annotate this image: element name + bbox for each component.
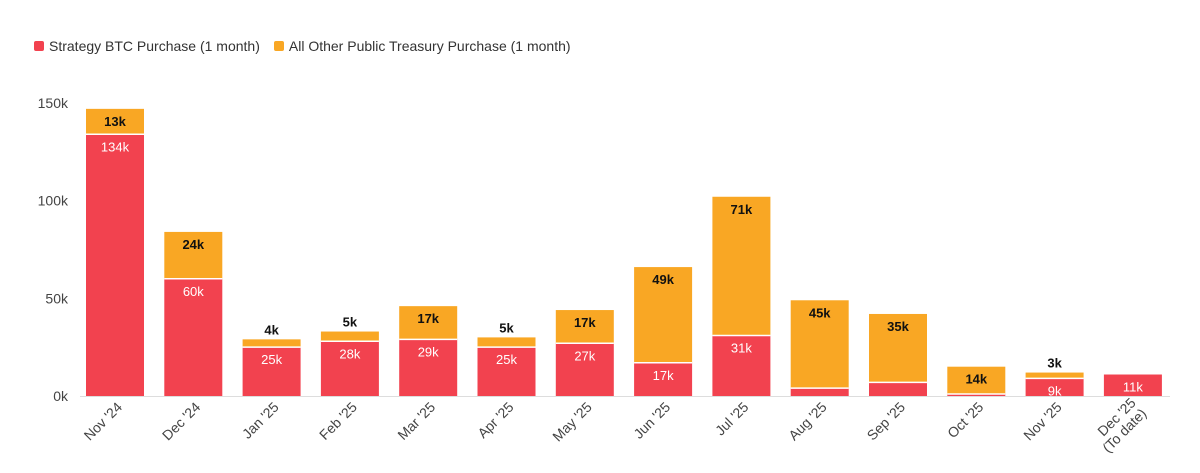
x-tick-label: Jul '25 xyxy=(712,399,752,439)
x-tick-label-line: Nov '24 xyxy=(81,399,126,444)
x-tick-label: Dec '25(To date) xyxy=(1088,394,1149,455)
bar-other-treasury xyxy=(634,267,693,363)
x-tick-label: Jun '25 xyxy=(630,399,673,442)
x-tick-label-line: Jun '25 xyxy=(630,399,673,442)
bar-strategy xyxy=(790,388,849,396)
bar-strategy xyxy=(869,382,927,396)
bar-label-strategy: 27k xyxy=(574,348,595,363)
bar-label-strategy: 11k xyxy=(1123,380,1143,395)
y-tick-label: 50k xyxy=(45,290,69,306)
bar-other-treasury xyxy=(869,313,927,383)
bar-label-other-treasury: 14k xyxy=(965,372,987,387)
bar-strategy xyxy=(712,335,771,396)
bar-label-other-treasury: 71k xyxy=(731,202,753,217)
x-tick-label: Aug '25 xyxy=(785,399,830,444)
legend-item-other-treasury: All Other Public Treasury Purchase (1 mo… xyxy=(273,38,571,54)
bar-label-strategy: 25k xyxy=(496,352,517,367)
bar-other-treasury xyxy=(477,337,536,348)
legend: Strategy BTC Purchase (1 month) All Othe… xyxy=(34,38,571,54)
bar-strategy xyxy=(555,343,614,396)
bar-label-other-treasury: 24k xyxy=(182,237,204,252)
bar-other-treasury xyxy=(164,231,223,279)
bar-label-other-treasury: 3k xyxy=(1047,356,1062,371)
bar-label-other-treasury: 45k xyxy=(809,305,831,320)
x-tick-label-line: Jul '25 xyxy=(712,399,752,439)
legend-label-strategy: Strategy BTC Purchase (1 month) xyxy=(49,38,260,54)
x-tick-label: Feb '25 xyxy=(316,399,360,443)
x-tick-label: Nov '25 xyxy=(1020,399,1065,444)
bar-label-strategy: 29k xyxy=(418,344,439,359)
legend-label-other-treasury: All Other Public Treasury Purchase (1 mo… xyxy=(288,38,571,54)
y-tick-label: 150k xyxy=(38,95,69,111)
bar-other-treasury xyxy=(790,300,849,389)
x-tick-label-line: Jan '25 xyxy=(239,399,282,442)
bar-label-other-treasury: 17k xyxy=(417,311,439,326)
legend-swatch-other-treasury xyxy=(273,41,284,51)
bar-strategy xyxy=(477,347,536,396)
bar-strategy xyxy=(1103,374,1162,396)
bar-strategy xyxy=(242,347,301,396)
bar-other-treasury xyxy=(555,310,614,344)
bar-other-treasury xyxy=(1025,372,1084,379)
bar-label-strategy: 17k xyxy=(653,368,674,383)
bar-other-treasury xyxy=(242,339,301,348)
bar-other-treasury xyxy=(320,331,379,342)
bar-label-strategy: 31k xyxy=(731,340,752,355)
bar-strategy xyxy=(1025,378,1084,396)
x-tick-label: Mar '25 xyxy=(394,399,438,443)
bar-label-other-treasury: 35k xyxy=(887,319,909,334)
bar-label-strategy: 9k xyxy=(1048,383,1062,398)
x-tick-label: Sep '25 xyxy=(864,399,909,444)
bar-strategy xyxy=(86,134,144,396)
bar-label-other-treasury: 4k xyxy=(264,322,279,337)
y-tick-label: 0k xyxy=(53,388,69,404)
x-tick-label: May '25 xyxy=(549,399,595,445)
bar-other-treasury xyxy=(399,306,458,340)
bar-label-strategy: 25k xyxy=(261,352,282,367)
x-tick-label: Jan '25 xyxy=(239,399,282,442)
x-tick-label: Dec '24 xyxy=(159,399,204,444)
x-tick-label: Apr '25 xyxy=(474,399,517,442)
legend-swatch-strategy xyxy=(34,41,44,51)
bar-strategy xyxy=(947,394,1006,396)
bar-label-strategy: 134k xyxy=(101,139,130,154)
x-tick-label-line: Oct '25 xyxy=(944,399,987,442)
x-tick-label-line: Sep '25 xyxy=(864,399,909,444)
bar-label-other-treasury: 13k xyxy=(104,114,126,129)
y-tick-label: 100k xyxy=(38,193,69,209)
legend-item-strategy: Strategy BTC Purchase (1 month) xyxy=(34,38,260,54)
bar-other-treasury xyxy=(947,366,1006,395)
x-tick-label-line: Feb '25 xyxy=(316,399,360,443)
bar-other-treasury xyxy=(86,108,144,135)
x-tick-label-line: Mar '25 xyxy=(394,399,438,443)
bar-label-other-treasury: 17k xyxy=(574,315,596,330)
bar-label-strategy: 60k xyxy=(183,284,204,299)
bar-label-strategy: 28k xyxy=(339,346,360,361)
x-tick-label-line: Dec '24 xyxy=(159,399,204,444)
bar-label-other-treasury: 5k xyxy=(343,315,358,330)
x-tick-label-line: May '25 xyxy=(549,399,595,445)
bar-strategy xyxy=(164,278,223,396)
x-tick-label: Nov '24 xyxy=(81,399,126,444)
bar-strategy xyxy=(634,362,693,396)
x-tick-label-line: Aug '25 xyxy=(785,399,830,444)
x-tick-label-line: Nov '25 xyxy=(1020,399,1065,444)
bar-other-treasury xyxy=(712,196,771,336)
bar-strategy xyxy=(399,339,458,396)
x-tick-label-line: Apr '25 xyxy=(474,399,517,442)
x-tick-label: Oct '25 xyxy=(944,399,987,442)
bar-label-other-treasury: 49k xyxy=(652,272,674,287)
bar-strategy xyxy=(320,341,379,396)
bar-label-other-treasury: 5k xyxy=(499,320,514,335)
